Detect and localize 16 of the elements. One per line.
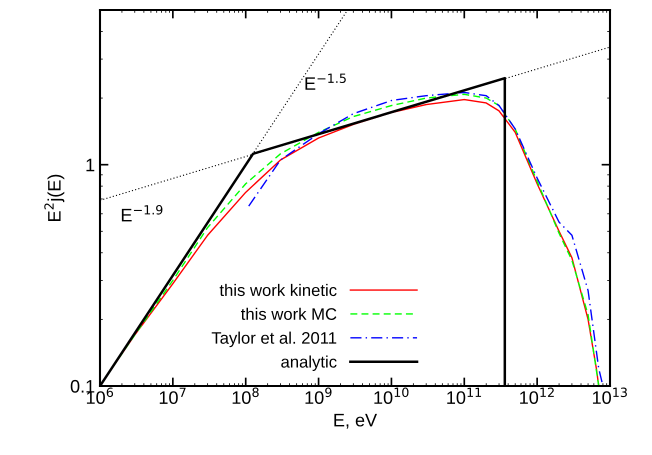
x-tick-label: 10$^{12}$ (520, 388, 554, 404)
x-tick-label: 10$^{11}$ (447, 388, 482, 404)
legend-label: this work MC (240, 308, 336, 320)
x-tick-label: 10$^{9}$ (306, 388, 332, 404)
y-axis-title: E$^{2}$j(E) (44, 174, 64, 221)
legend-label: this work kinetic (220, 284, 337, 296)
legend-label: analytic (281, 355, 337, 371)
x-tick-label: 10$^{13}$ (592, 388, 627, 404)
x-tick-label: 10$^{7}$ (160, 388, 186, 404)
y-tick-label: 1 (86, 158, 94, 172)
x-tick-label: 10$^{10}$ (374, 388, 409, 404)
x-axis-title: E, eV (334, 414, 377, 429)
annotation: E$^{−1.5}$ (305, 74, 346, 90)
annotation: E$^{−1.9}$ (122, 205, 162, 222)
legend-label: Taylor et al. 2011 (212, 332, 336, 348)
x-tick-label: 10$^{8}$ (232, 388, 259, 404)
